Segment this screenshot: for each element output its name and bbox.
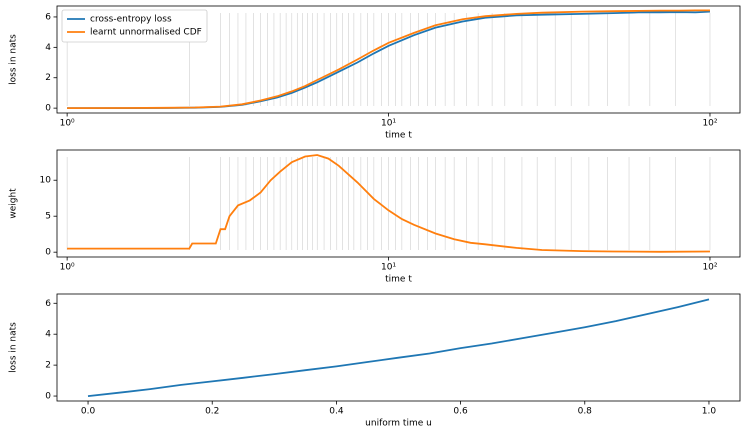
x-tick-label: 10² [702, 119, 717, 129]
legend-box [61, 9, 208, 43]
x-tick-label: 0.6 [453, 407, 468, 417]
x-tick-label: 0.2 [205, 407, 219, 417]
y-tick-label: 0 [45, 248, 51, 258]
y-tick-label: 6 [45, 299, 51, 309]
data-line [67, 154, 711, 253]
data-line [67, 9, 710, 109]
y-tick-label: 2 [45, 73, 51, 83]
y-axis-label: loss in nats [9, 322, 19, 373]
data-line [87, 298, 710, 397]
y-tick-label: 0 [45, 392, 51, 402]
legend-label: cross-entropy loss [90, 15, 172, 25]
x-tick-label: 10⁰ [60, 263, 75, 273]
y-tick-label: 5 [45, 212, 51, 222]
x-tick-label: 10² [702, 263, 717, 273]
y-tick-label: 2 [45, 361, 51, 371]
x-tick-label: 10¹ [381, 263, 396, 273]
x-axis-label: time t [385, 275, 412, 285]
x-tick-label: 10⁰ [60, 119, 75, 129]
y-tick-label: 4 [45, 43, 51, 53]
axes-frame [56, 293, 741, 402]
x-tick-label: 0.0 [81, 407, 96, 417]
y-tick-label: 4 [45, 330, 51, 340]
y-tick-label: 0 [45, 104, 51, 114]
axes-frame [56, 149, 741, 258]
y-tick-label: 10 [40, 176, 52, 186]
x-tick-label: 0.4 [329, 407, 344, 417]
y-axis-label: loss in nats [9, 34, 19, 85]
x-axis-label: time t [385, 131, 412, 141]
x-tick-label: 0.8 [578, 407, 593, 417]
x-tick-label: 10¹ [381, 119, 396, 129]
y-tick-label: 6 [45, 12, 51, 22]
axes-frame [56, 5, 741, 114]
legend-label: learnt unnormalised CDF [90, 28, 202, 38]
x-tick-label: 1.0 [702, 407, 717, 417]
x-axis-label: uniform time u [365, 419, 432, 429]
y-axis-label: weight [9, 188, 19, 219]
